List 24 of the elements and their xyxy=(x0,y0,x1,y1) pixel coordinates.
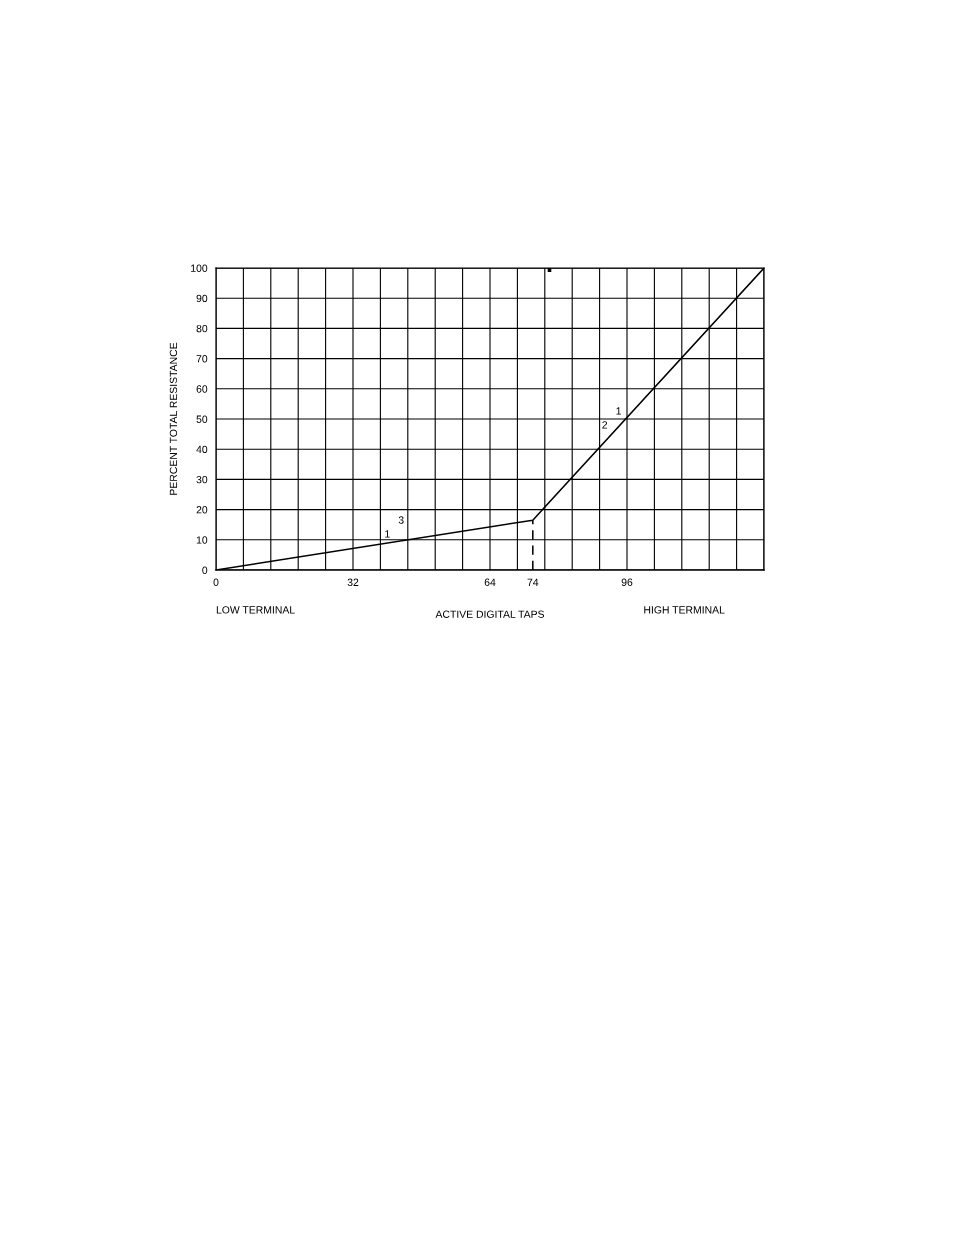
y-tick-label: 0 xyxy=(202,566,208,574)
y-tick-label: 40 xyxy=(196,445,208,454)
x-tick-label: 64 xyxy=(484,578,496,586)
y-tick-label: 10 xyxy=(196,536,208,544)
annotation: 1 xyxy=(385,530,390,538)
text: HIGH TERMINAL xyxy=(644,606,725,614)
x-tick-label: 74 xyxy=(527,578,539,586)
y-tick-label: 80 xyxy=(196,324,208,333)
x-tick-label: 0 xyxy=(213,578,219,586)
y-tick-label: 20 xyxy=(196,506,208,514)
annotation: 2 xyxy=(602,421,608,429)
y-axis-title: PERCENT TOTAL RESISTANCE xyxy=(169,342,178,495)
y-tick-label: 100 xyxy=(191,264,208,272)
y-tick-label: 30 xyxy=(196,475,208,484)
x-axis-title: ACTIVE DIGITAL TAPS xyxy=(435,610,545,618)
annotation: 1 xyxy=(616,407,621,415)
x-tick-label: 32 xyxy=(347,578,359,586)
annotation: 3 xyxy=(398,516,404,524)
text: LOW TERMINAL xyxy=(216,606,295,614)
y-tick-label: 90 xyxy=(196,294,208,303)
x-tick-label: 96 xyxy=(621,578,633,586)
y-tick-label: 50 xyxy=(196,415,208,423)
y-tick-label: 70 xyxy=(196,355,208,363)
y-tick-label: 60 xyxy=(196,385,208,393)
